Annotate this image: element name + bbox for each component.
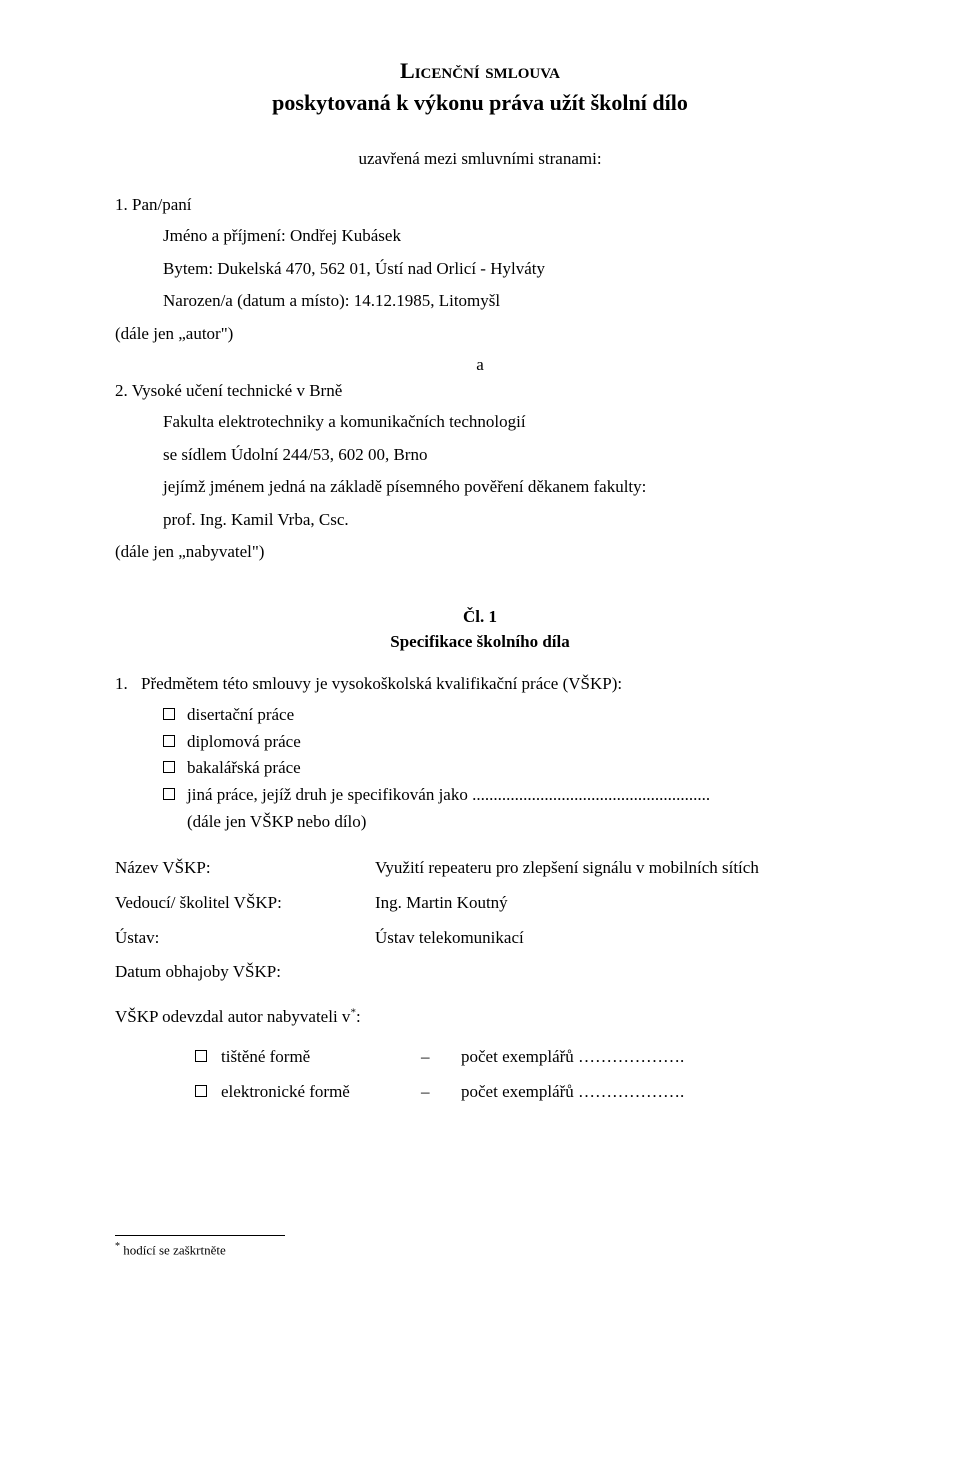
- option-disertacni: disertační práce: [163, 703, 845, 728]
- footnote-separator: [115, 1235, 285, 1236]
- point-1-closing: (dále jen VŠKP nebo dílo): [163, 810, 845, 835]
- option-diplomova: diplomová práce: [163, 730, 845, 755]
- party1-name: Jméno a příjmení: Ondřej Kubásek: [163, 224, 845, 249]
- party2-closing: (dále jen „nabyvatel"): [115, 540, 845, 565]
- footnote-text: hodící se zaškrtněte: [123, 1242, 226, 1257]
- checkbox-icon[interactable]: [163, 735, 175, 747]
- form-electronic: elektronické formě – počet exemplářů …………: [195, 1080, 845, 1105]
- party2-represented: jejímž jménem jedná na základě písemného…: [163, 475, 845, 500]
- form-printed: tištěné formě – počet exemplářů ……………….: [195, 1045, 845, 1070]
- checkbox-icon[interactable]: [163, 708, 175, 720]
- point-1-num: 1.: [115, 672, 141, 697]
- meta-label-name: Název VŠKP:: [115, 856, 375, 881]
- option-jina: jiná práce, jejíž druh je specifikován j…: [163, 783, 845, 808]
- option-label: jiná práce, jejíž druh je specifikován j…: [187, 783, 845, 808]
- party1-closing: (dále jen „autor"): [115, 322, 845, 347]
- document-title: Licenční smlouva poskytovaná k výkonu pr…: [115, 55, 845, 119]
- meta-value-dept: Ústav telekomunikací: [375, 926, 845, 951]
- article-1-num: Čl. 1: [115, 605, 845, 630]
- subtitle: uzavřená mezi smluvními stranami:: [115, 147, 845, 172]
- party1-address: Bytem: Dukelská 470, 562 01, Ústí nad Or…: [163, 257, 845, 282]
- dash: –: [421, 1080, 461, 1105]
- meta-label-date: Datum obhajoby VŠKP:: [115, 960, 375, 985]
- dash: –: [421, 1045, 461, 1070]
- party1-heading: 1. Pan/paní: [115, 193, 845, 218]
- checkbox-icon[interactable]: [195, 1085, 207, 1097]
- handed-text-pre: VŠKP odevzdal autor nabyvateli v: [115, 1007, 350, 1026]
- meta-label-supervisor: Vedoucí/ školitel VŠKP:: [115, 891, 375, 916]
- article-1-title: Specifikace školního díla: [115, 630, 845, 655]
- meta-label-dept: Ústav:: [115, 926, 375, 951]
- option-label: diplomová práce: [187, 730, 845, 755]
- party2-person: prof. Ing. Kamil Vrba, Csc.: [163, 508, 845, 533]
- meta-row-supervisor: Vedoucí/ školitel VŠKP: Ing. Martin Kout…: [115, 891, 845, 916]
- handed-text-post: :: [356, 1007, 361, 1026]
- form-label: elektronické formě: [221, 1080, 421, 1105]
- checkbox-icon[interactable]: [163, 788, 175, 800]
- party2-heading: 2. Vysoké učení technické v Brně: [115, 379, 845, 404]
- meta-table: Název VŠKP: Využití repeateru pro zlepše…: [115, 856, 845, 985]
- point-1-text: Předmětem této smlouvy je vysokoškolská …: [141, 672, 622, 697]
- handed-line: VŠKP odevzdal autor nabyvateli v*:: [115, 1005, 845, 1030]
- option-label: disertační práce: [187, 703, 845, 728]
- meta-value-name: Využití repeateru pro zlepšení signálu v…: [375, 856, 845, 881]
- article-1-heading: Čl. 1 Specifikace školního díla: [115, 605, 845, 654]
- conjunction: a: [115, 353, 845, 378]
- option-label: bakalářská práce: [187, 756, 845, 781]
- party2-seat: se sídlem Údolní 244/53, 602 00, Brno: [163, 443, 845, 468]
- meta-row-date: Datum obhajoby VŠKP:: [115, 960, 845, 985]
- meta-row-dept: Ústav: Ústav telekomunikací: [115, 926, 845, 951]
- form-label: tištěné formě: [221, 1045, 421, 1070]
- title-line-2: poskytovaná k výkonu práva užít školní d…: [115, 87, 845, 119]
- party2-faculty: Fakulta elektrotechniky a komunikačních …: [163, 410, 845, 435]
- meta-row-name: Název VŠKP: Využití repeateru pro zlepše…: [115, 856, 845, 881]
- point-1: 1. Předmětem této smlouvy je vysokoškols…: [115, 672, 845, 697]
- footnote-marker-bottom: *: [115, 1241, 120, 1252]
- option-bakalarska: bakalářská práce: [163, 756, 845, 781]
- form-count: počet exemplářů ……………….: [461, 1045, 684, 1070]
- checkbox-icon[interactable]: [163, 761, 175, 773]
- party1-birth: Narozen/a (datum a místo): 14.12.1985, L…: [163, 289, 845, 314]
- form-count: počet exemplářů ……………….: [461, 1080, 684, 1105]
- footnote: * hodící se zaškrtněte: [115, 1240, 845, 1260]
- meta-value-date: [375, 960, 845, 985]
- checkbox-icon[interactable]: [195, 1050, 207, 1062]
- title-line-1: Licenční smlouva: [115, 55, 845, 87]
- meta-value-supervisor: Ing. Martin Koutný: [375, 891, 845, 916]
